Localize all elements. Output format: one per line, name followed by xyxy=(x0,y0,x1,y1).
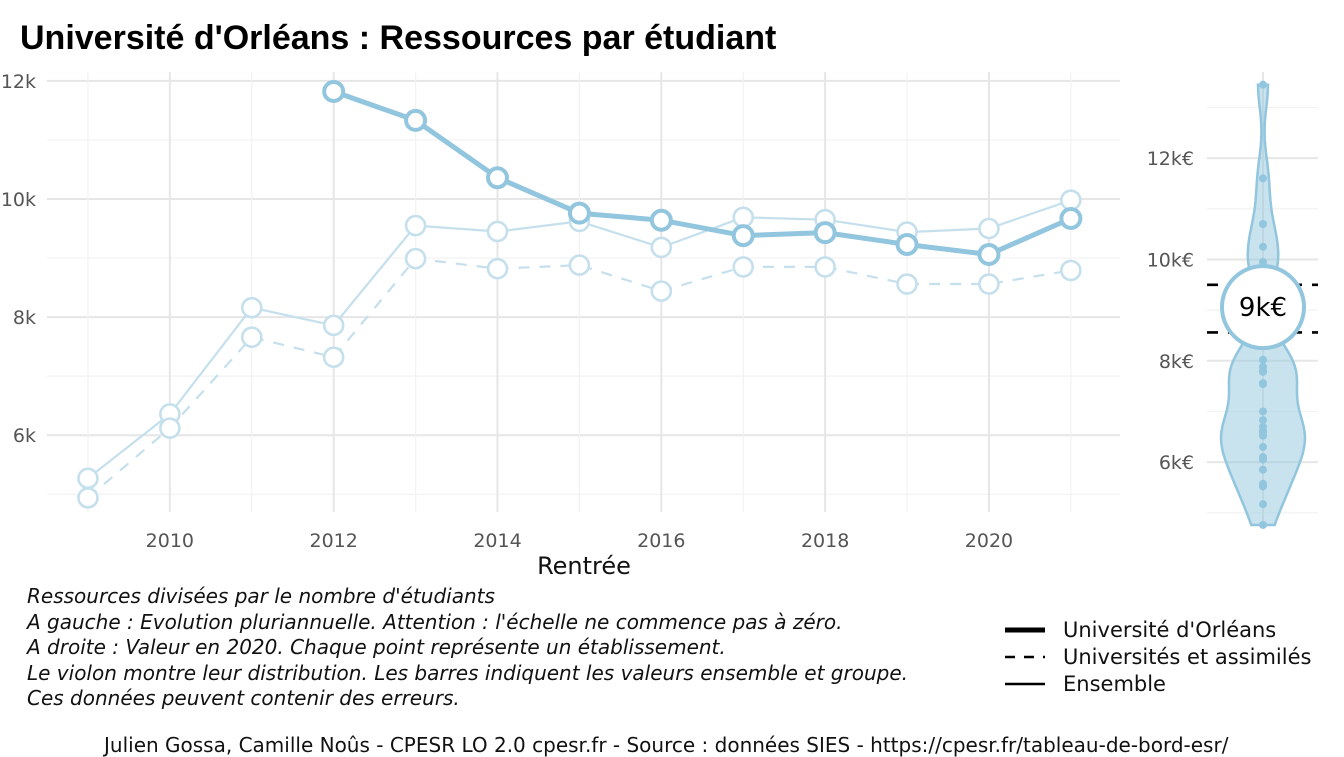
x-tick-label: 2018 xyxy=(801,530,849,552)
highlight-bubble xyxy=(1220,264,1306,351)
data-point-dashed xyxy=(1060,259,1082,282)
data-point-dashed xyxy=(732,256,755,278)
y-tick-label: 6k xyxy=(13,425,36,447)
data-point-thin-solid xyxy=(322,314,345,337)
data-point-thin-solid xyxy=(240,296,263,319)
x-tick-label: 2012 xyxy=(309,530,357,552)
data-point-thin-solid xyxy=(404,214,427,237)
caption-line: Le violon montre leur distribution. Les … xyxy=(27,660,908,685)
y-tick-label: 6k€ xyxy=(1159,452,1194,474)
legend-label: Ensemble xyxy=(1063,671,1166,696)
institution-point xyxy=(1259,520,1267,529)
data-point-thick-solid xyxy=(895,232,919,256)
data-point-dashed xyxy=(77,487,99,509)
data-point-thin-solid xyxy=(732,206,755,229)
data-point-thick-solid xyxy=(404,108,428,132)
x-tick-label: 2016 xyxy=(637,530,685,552)
institution-point xyxy=(1259,407,1267,416)
y-tick-label: 8k€ xyxy=(1159,351,1194,373)
caption-line: Ces données peuvent contenir des erreurs… xyxy=(27,686,460,711)
y-tick-label: 10k€ xyxy=(1147,249,1194,271)
data-point-dashed xyxy=(896,273,918,295)
legend-label: Universités et assimilés xyxy=(1063,644,1312,669)
institution-point xyxy=(1259,242,1267,251)
caption-line: A gauche : Evolution pluriannuelle. Atte… xyxy=(27,609,843,634)
highlight-value-label: 9k€ xyxy=(1239,293,1287,323)
data-point-thick-solid xyxy=(649,208,673,232)
institution-point xyxy=(1259,174,1267,183)
data-point-thin-solid xyxy=(978,217,1000,240)
data-point-dashed xyxy=(650,280,673,302)
data-point-dashed xyxy=(159,417,181,439)
caption-line: Ressources divisées par le nombre d'étud… xyxy=(27,584,495,608)
caption-line: A droite : Valeur en 2020. Chaque point … xyxy=(27,635,726,660)
data-point-thick-solid xyxy=(731,224,755,248)
data-point-thin-solid xyxy=(486,220,509,243)
x-tick-label: 2010 xyxy=(146,530,194,552)
legend-key-thick-solid xyxy=(1005,627,1045,632)
data-point-dashed xyxy=(814,256,836,278)
x-tick-label: 2020 xyxy=(965,530,1013,552)
y-tick-label: 10k xyxy=(1,189,36,211)
series-line-thick-solid xyxy=(332,89,1072,257)
legend-item: Universités et assimilés xyxy=(1005,643,1311,670)
institution-point xyxy=(1259,442,1267,451)
y-tick-label: 8k xyxy=(13,307,36,329)
violin-panel: 6k€ 8k€ 10k€ 12k€ 9k€ xyxy=(1147,72,1318,529)
institution-point xyxy=(1259,416,1267,425)
legend-label: Université d'Orléans xyxy=(1063,617,1277,642)
institution-point xyxy=(1259,431,1267,440)
institution-point xyxy=(1259,380,1267,389)
institution-point xyxy=(1259,500,1267,509)
data-point-thin-solid xyxy=(650,236,673,259)
institution-point xyxy=(1259,465,1267,474)
data-point-dashed xyxy=(322,346,345,369)
institution-point xyxy=(1259,220,1267,228)
caption: Ressources divisées par le nombre d'étud… xyxy=(27,584,908,712)
institution-point xyxy=(1259,80,1267,89)
data-point-thin-solid xyxy=(77,467,99,490)
data-point-dashed xyxy=(240,326,263,348)
data-point-dashed xyxy=(568,254,591,276)
data-point-dashed xyxy=(486,257,509,280)
institution-point xyxy=(1259,455,1267,464)
legend-item: Ensemble xyxy=(1005,670,1311,697)
data-point-thick-solid xyxy=(567,201,591,225)
y-tick-label: 12k€ xyxy=(1147,148,1194,170)
x-axis-label: Rentrée xyxy=(537,552,631,580)
source-footer: Julien Gossa, Camille Noûs - CPESR LO 2.… xyxy=(104,733,1229,757)
legend-key-dashed xyxy=(1005,655,1045,658)
x-tick-label: 2014 xyxy=(473,530,521,552)
data-point-thin-solid xyxy=(1060,189,1082,211)
data-point-dashed xyxy=(978,273,1000,295)
data-point-thick-solid xyxy=(977,242,1001,266)
chart-title: Université d'Orléans : Ressources par ét… xyxy=(20,19,776,57)
legend: Université d'Orléans Universités et assi… xyxy=(1005,616,1311,697)
legend-item: Université d'Orléans xyxy=(1005,616,1311,643)
data-point-dashed xyxy=(404,247,427,270)
institution-point xyxy=(1259,482,1267,491)
data-point-thick-solid xyxy=(485,166,509,190)
data-point-thick-solid xyxy=(322,79,346,103)
legend-key-thin-solid xyxy=(1005,682,1045,685)
institution-point xyxy=(1259,258,1267,266)
y-tick-label: 12k xyxy=(1,71,36,93)
data-point-thick-solid xyxy=(813,221,837,245)
line-panel: 6k 8k 10k 12k 2010 2012 2014 2016 2018 2020 Rentré… xyxy=(1,71,1120,580)
institution-point xyxy=(1259,355,1267,364)
data-point-thick-solid xyxy=(1059,206,1083,230)
institution-point xyxy=(1259,367,1267,376)
